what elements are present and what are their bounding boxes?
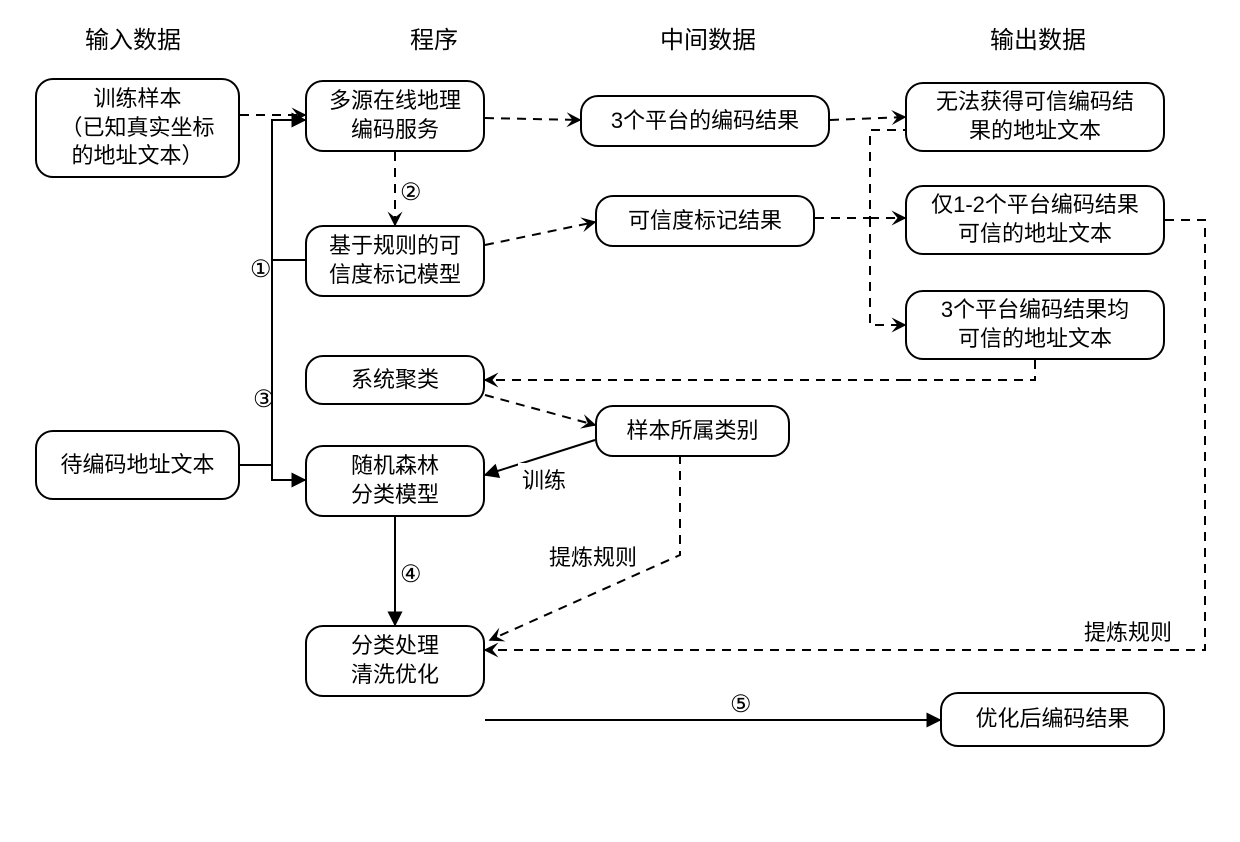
- label-rule-1: 提炼规则: [545, 540, 641, 572]
- step-1: ①: [250, 255, 272, 284]
- node-cred-result: 可信度标记结果: [595, 195, 815, 247]
- node-sample-cat: 样本所属类别: [595, 405, 790, 457]
- step-4: ④: [400, 560, 422, 589]
- node-sys-cluster: 系统聚类: [305, 355, 485, 405]
- node-rf-model: 随机森林分类模型: [305, 445, 485, 517]
- node-train-sample: 训练样本（已知真实坐标的地址文本）: [35, 78, 240, 178]
- step-5: ⑤: [730, 690, 752, 719]
- node-out-partial: 仅1-2个平台编码结果可信的地址文本: [905, 185, 1165, 255]
- step-3: ③: [253, 385, 275, 414]
- col-header-mid: 中间数据: [660, 20, 756, 55]
- col-header-input: 输入数据: [85, 20, 181, 55]
- col-header-program: 程序: [410, 20, 458, 55]
- node-clean-opt: 分类处理清洗优化: [305, 625, 485, 697]
- label-rule-2: 提炼规则: [1080, 615, 1176, 647]
- flowchart-canvas: 输入数据 程序 中间数据 输出数据 训练样本（已知真实坐标的地址文本） 待编码地…: [0, 0, 1240, 842]
- node-out-all: 3个平台编码结果均可信的地址文本: [905, 290, 1165, 360]
- label-train: 训练: [518, 463, 570, 495]
- col-header-output: 输出数据: [990, 20, 1086, 55]
- node-three-result: 3个平台的编码结果: [580, 95, 830, 147]
- node-multi-src: 多源在线地理编码服务: [305, 80, 485, 152]
- step-2: ②: [400, 178, 422, 207]
- node-out-none: 无法获得可信编码结果的地址文本: [905, 82, 1165, 152]
- node-out-final: 优化后编码结果: [940, 692, 1165, 747]
- node-to-encode: 待编码地址文本: [35, 430, 240, 500]
- node-rule-model: 基于规则的可信度标记模型: [305, 225, 485, 297]
